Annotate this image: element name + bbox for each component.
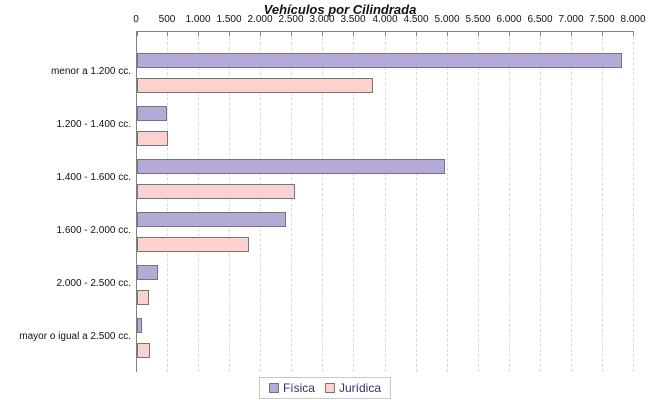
x-tick-label: 500 [158,14,176,25]
gridline [167,32,168,372]
category-label: mayor o igual a 2.500 cc. [19,331,131,342]
x-axis-tick [229,32,230,36]
gridline [478,32,479,372]
bar-juridica [137,290,149,305]
x-tick-label: 2.000 [247,14,273,25]
legend-label-fisica: Física [282,381,315,395]
x-axis-tick [385,32,386,36]
gridline [322,32,323,372]
x-tick-label: 0 [133,14,139,25]
x-tick-label: 2.500 [278,14,304,25]
x-tick-label: 7.500 [589,14,615,25]
x-axis-tick [137,32,138,36]
x-tick-label: 4.500 [403,14,429,25]
x-tick-label: 4.000 [372,14,398,25]
gridline [385,32,386,372]
bar-fisica [137,159,445,174]
x-tick-label: 8.000 [620,14,646,25]
bar-fisica [137,318,142,333]
x-axis-tick [167,32,168,36]
x-axis-tick [602,32,603,36]
bar-fisica [137,106,167,121]
x-axis-tick [416,32,417,36]
bar-juridica [137,78,373,93]
x-tick-label: 1.500 [216,14,242,25]
bar-fisica [137,212,286,227]
legend-swatch-juridica-icon [324,383,335,393]
gridline [602,32,603,372]
x-axis-tick [478,32,479,36]
x-tick-label: 5.000 [434,14,460,25]
gridline [540,32,541,372]
bar-fisica [137,265,158,280]
bar-juridica [137,184,295,199]
x-axis-tick [291,32,292,36]
gridline [353,32,354,372]
category-label: 2.000 - 2.500 cc. [56,278,132,289]
legend-swatch-fisica-icon [268,383,279,393]
legend: Física Jurídica [258,377,392,399]
x-axis-tick [260,32,261,36]
x-axis-tick [571,32,572,36]
gridline [416,32,417,372]
x-tick-label: 6.500 [527,14,553,25]
x-tick-label: 5.500 [465,14,491,25]
x-axis-tick [509,32,510,36]
x-tick-label: 3.000 [309,14,335,25]
chart-title: Vehículos por Cilindrada [263,2,417,17]
gridline [260,32,261,372]
gridline [198,32,199,372]
x-axis-tick [198,32,199,36]
gridline [571,32,572,372]
x-axis-tick [447,32,448,36]
category-label: 1.200 - 1.400 cc. [56,119,132,130]
x-axis-tick [322,32,323,36]
category-label: menor a 1.200 cc. [50,66,131,77]
gridline [447,32,448,372]
legend-item-juridica: Jurídica [324,381,382,395]
bar-juridica [137,131,168,146]
gridline [633,32,634,372]
plot-area [136,31,634,372]
gridline [229,32,230,372]
x-axis-tick [540,32,541,36]
x-tick-label: 6.000 [496,14,522,25]
category-label: 1.600 - 2.000 cc. [56,225,132,236]
x-tick-label: 7.000 [558,14,584,25]
bar-juridica [137,237,249,252]
gridline [291,32,292,372]
x-tick-label: 3.500 [340,14,366,25]
x-axis-tick [633,32,634,36]
legend-item-fisica: Física [268,381,315,395]
category-label: 1.400 - 1.600 cc. [56,172,132,183]
x-axis-tick [353,32,354,36]
bar-fisica [137,53,622,68]
legend-label-juridica: Jurídica [338,381,382,395]
bar-juridica [137,343,150,358]
gridline [509,32,510,372]
x-tick-label: 1.000 [185,14,211,25]
